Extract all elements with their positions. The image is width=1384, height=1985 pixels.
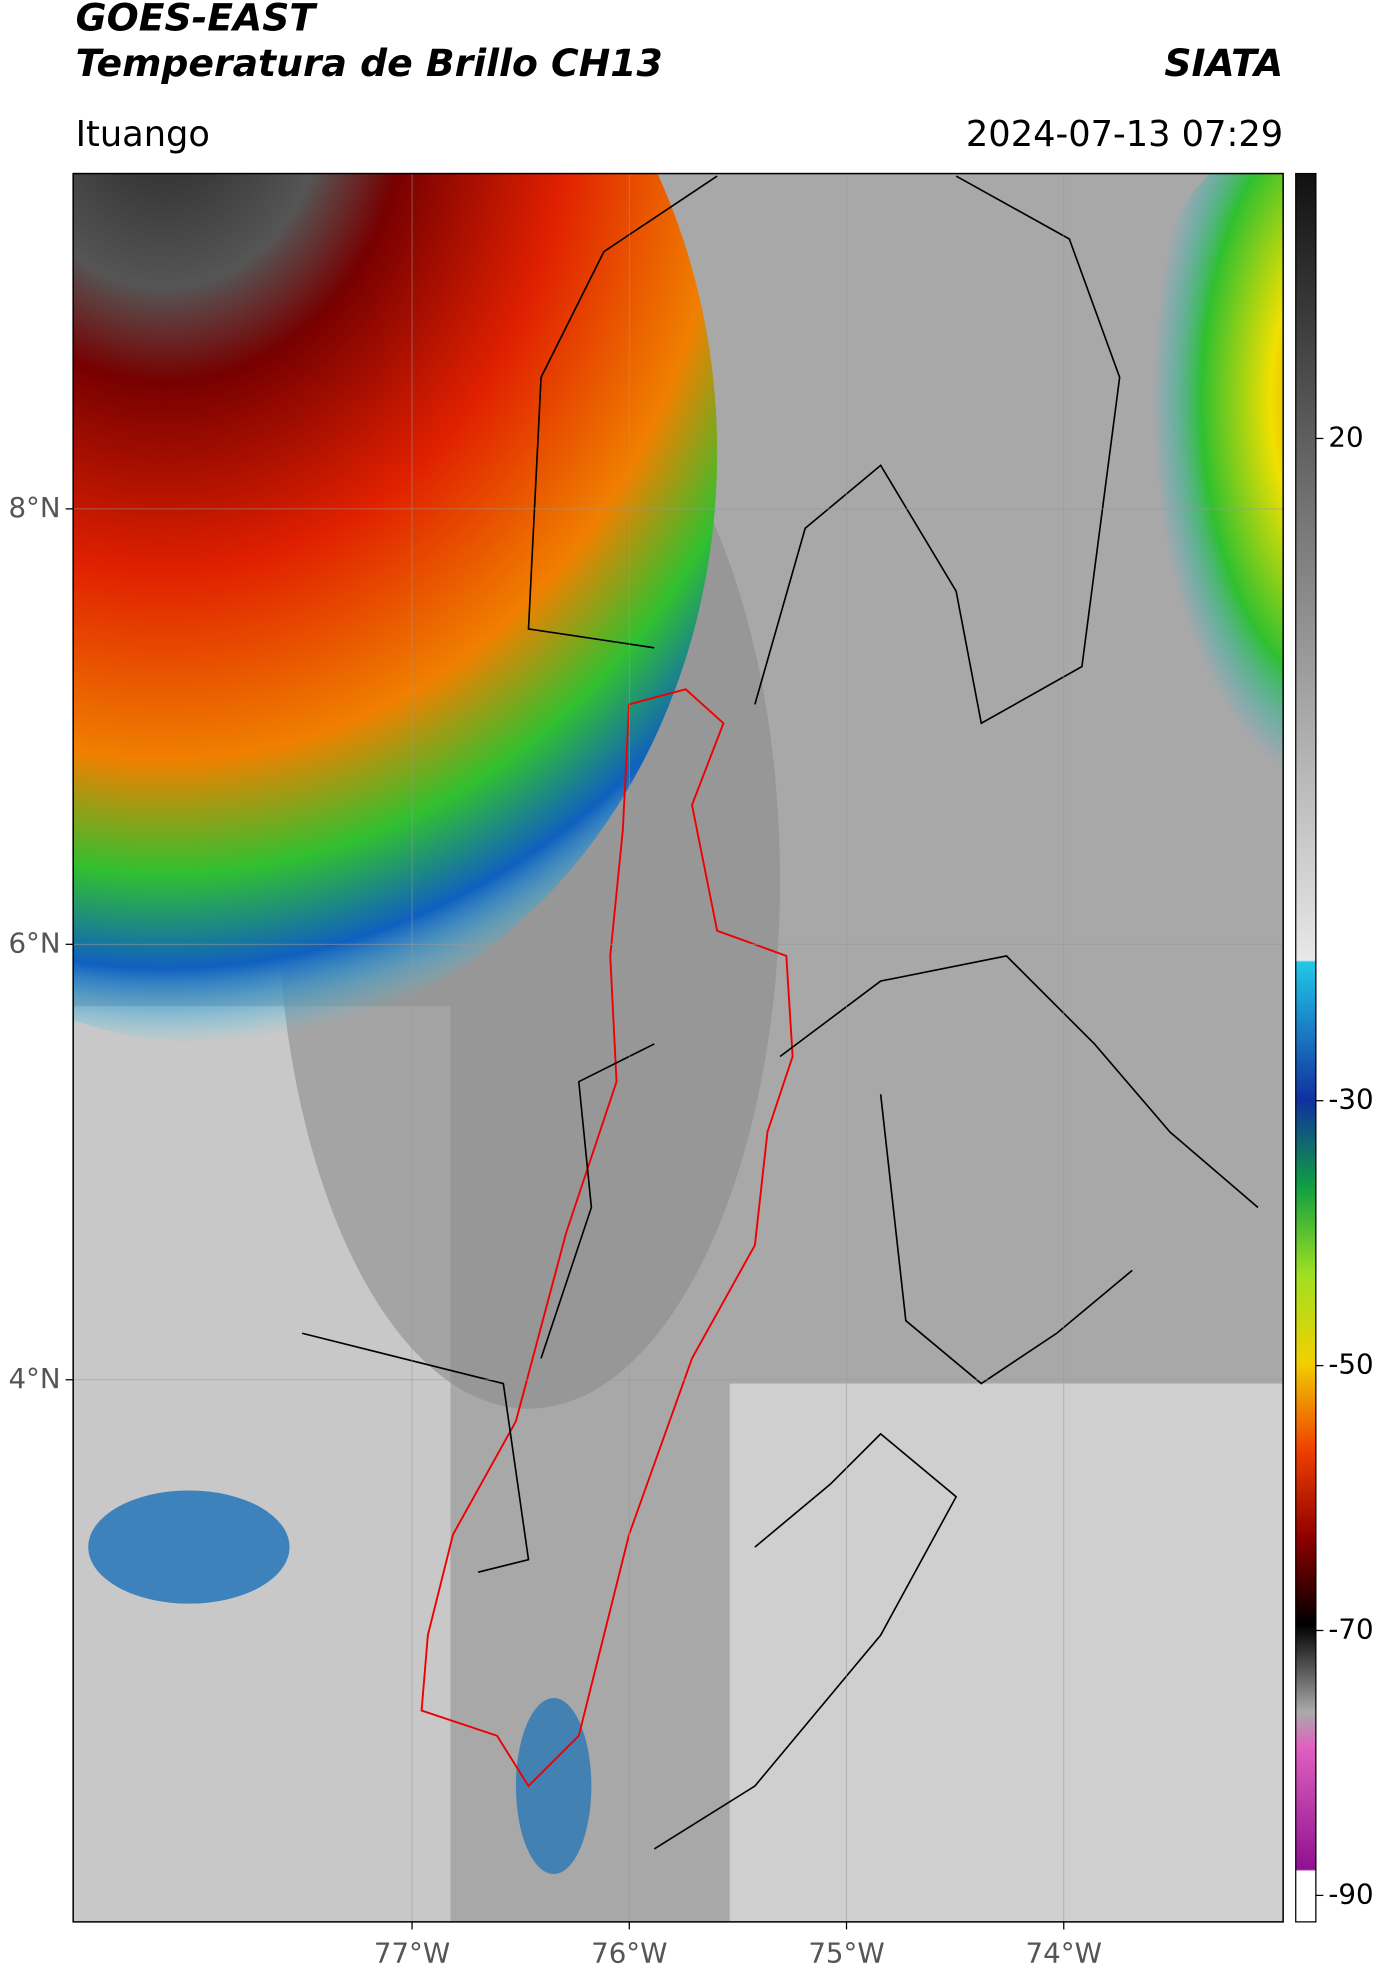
y-tick-label: 8°N	[8, 491, 60, 524]
location: Ituango	[76, 114, 210, 155]
colorbar-tick-label: -30	[1328, 1083, 1373, 1116]
map-frame	[72, 172, 1284, 1923]
colorbar	[1295, 172, 1317, 1923]
y-tick-label: 6°N	[8, 926, 60, 959]
x-tick-label: 74°W	[1026, 1937, 1102, 1970]
colorbar-tick-label: -90	[1328, 1877, 1373, 1910]
grid	[73, 173, 1284, 1922]
colorbar-tick-label: -70	[1328, 1612, 1373, 1645]
y-tick-label: 4°N	[8, 1362, 60, 1395]
title: GOES-EAST	[76, 0, 319, 40]
map-image	[73, 173, 1284, 1922]
x-tick-label: 77°W	[374, 1937, 450, 1970]
subtitle: Temperatura de Brillo CH13	[76, 41, 663, 85]
source: SIATA	[1164, 41, 1283, 85]
axis-labels: 77°W 76°W 75°W 74°W 8°N 6°N 4°N 20 -30 -50 -70 -90	[8, 420, 1373, 1969]
x-tick-label: 75°W	[808, 1937, 884, 1970]
timestamp: 2024-07-13 07:29	[966, 114, 1283, 155]
colorbar-tick-label: -50	[1328, 1348, 1373, 1381]
colorbar-tick-label: 20	[1328, 420, 1363, 453]
x-tick-label: 76°W	[591, 1937, 667, 1970]
